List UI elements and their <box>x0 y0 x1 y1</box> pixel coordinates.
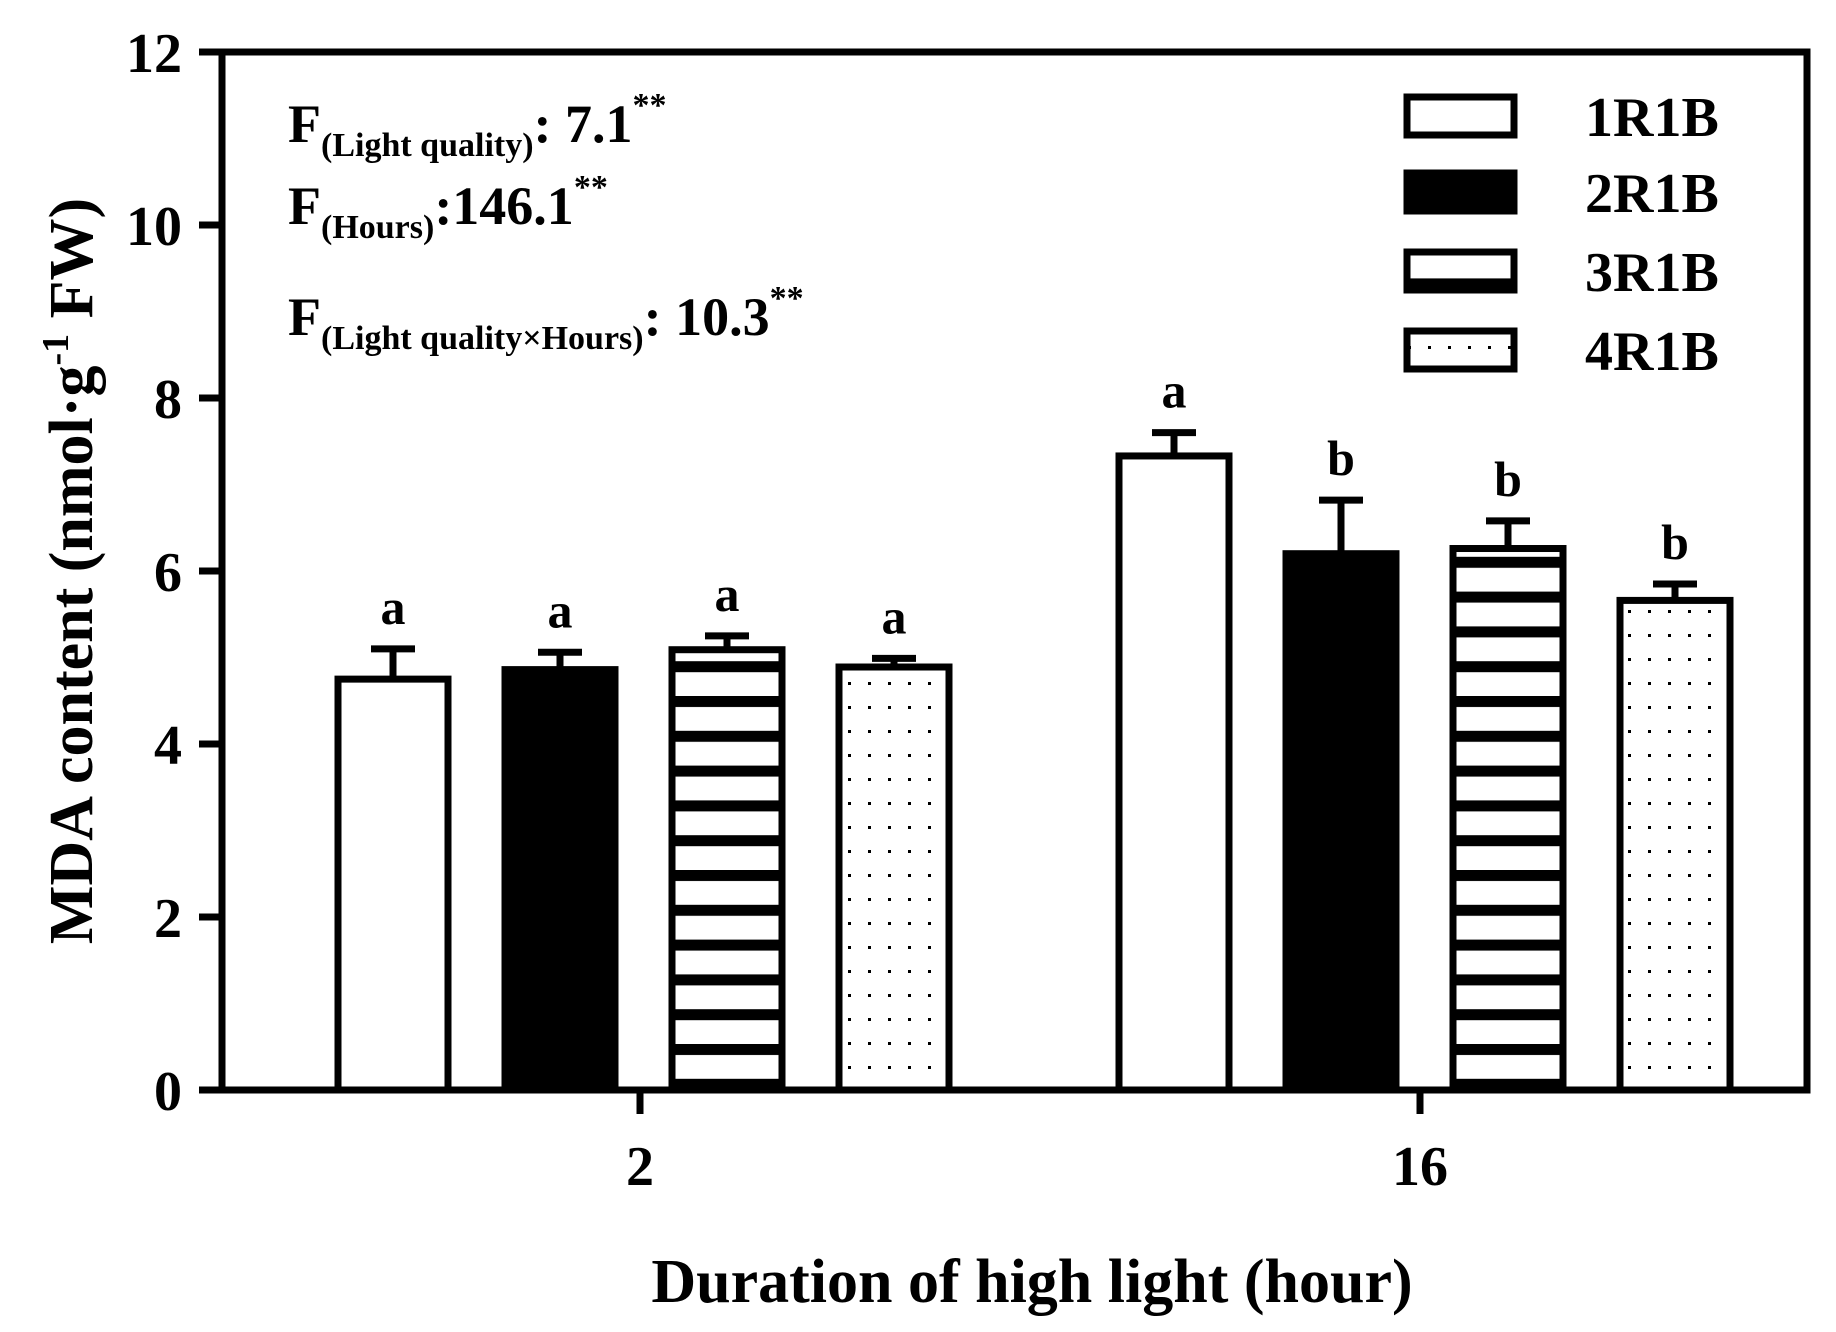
legend-swatch-4R1B <box>1403 327 1518 373</box>
y-tick-label: 6 <box>154 542 182 604</box>
f-subscript: (Light quality×Hours) <box>321 320 644 357</box>
legend-swatch-3R1B <box>1403 248 1518 294</box>
significance-letter: b <box>1327 430 1355 486</box>
bar-1R1B-2 <box>334 675 452 1094</box>
significance-letter: b <box>1494 451 1522 507</box>
legend-swatch-1R1B <box>1403 93 1518 139</box>
bar-4R1B-2 <box>835 663 953 1094</box>
y-tick-label: 4 <box>154 715 182 777</box>
significance-letter: a <box>1162 363 1187 419</box>
y-tick-label: 12 <box>126 23 182 85</box>
significance-letter: a <box>381 579 406 635</box>
significance-letter: b <box>1661 514 1689 570</box>
f-value: :146.1 <box>434 176 573 236</box>
y-axis: 0 2 4 6 8 10 12 <box>126 23 222 1123</box>
x-tick-label: 2 <box>626 1136 654 1198</box>
bar-1R1B-16 <box>1115 452 1233 1094</box>
f-prefix: F <box>288 176 321 236</box>
significance-letter: a <box>715 566 740 622</box>
y-axis-title-end: FW) <box>38 198 106 334</box>
x-axis-title: Duration of high light (hour) <box>651 1248 1412 1316</box>
f-prefix: F <box>288 94 321 154</box>
y-axis-title: MDA content (nmol·g-1 FW) <box>35 198 106 944</box>
f-subscript: (Hours) <box>321 209 434 246</box>
f-prefix: F <box>288 287 321 347</box>
bar-2R1B-2 <box>501 666 619 1094</box>
significance-letter: a <box>548 582 573 638</box>
legend-swatch-2R1B <box>1403 169 1518 215</box>
y-axis-title-superscript: -1 <box>35 334 77 366</box>
x-axis: 2 16 <box>626 1090 1448 1198</box>
x-tick-label: 16 <box>1392 1136 1448 1198</box>
bar-groups: a a a b a b a b <box>334 363 1734 1094</box>
bar-3R1B-16 <box>1449 545 1567 1094</box>
f-statistic-3: F(Light quality×Hours): 10.3** <box>288 280 804 357</box>
legend-label: 4R1B <box>1585 321 1719 383</box>
bar-2R1B-16 <box>1282 550 1400 1094</box>
significance-letter: a <box>882 588 907 644</box>
y-axis-title-main: MDA content (nmol·g <box>38 366 106 945</box>
legend-label: 1R1B <box>1585 87 1719 149</box>
y-tick-label: 0 <box>154 1061 182 1123</box>
f-statistic-2: F(Hours):146.1** <box>288 169 608 246</box>
bar-4R1B-16 <box>1616 596 1734 1094</box>
f-statistics-annotations: F(Light quality): 7.1**F(Hours):146.1**F… <box>288 87 804 357</box>
y-tick-label: 2 <box>154 888 182 950</box>
f-value: : 7.1 <box>534 94 633 154</box>
bar-3R1B-2 <box>668 646 786 1094</box>
f-statistic-1: F(Light quality): 7.1** <box>288 87 667 164</box>
y-tick-label: 10 <box>126 196 182 258</box>
legend: 1R1B 2R1B 3R1B 4R1B <box>1403 87 1719 383</box>
f-subscript: (Light quality) <box>321 127 534 164</box>
f-significance: ** <box>633 87 667 124</box>
legend-label: 3R1B <box>1585 242 1719 304</box>
svg-text:MDA content (nmol·g-1 FW): MDA content (nmol·g-1 FW) <box>35 198 106 944</box>
f-significance: ** <box>574 169 608 206</box>
f-significance: ** <box>770 280 804 317</box>
y-tick-label: 8 <box>154 369 182 431</box>
f-value: : 10.3 <box>644 287 770 347</box>
legend-label: 2R1B <box>1585 163 1719 225</box>
